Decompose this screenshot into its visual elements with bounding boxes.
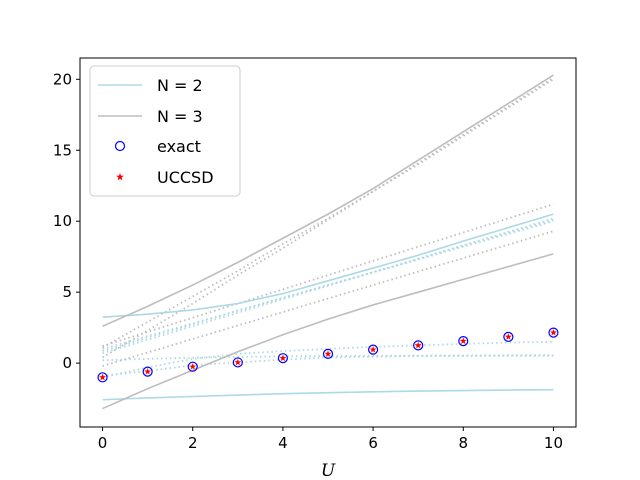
uccsd-point [369, 346, 377, 353]
dotted-series-line-5 [102, 354, 554, 377]
x-tick-label: 2 [188, 434, 198, 452]
solid-series-line-3 [102, 253, 554, 410]
exact-point [97, 372, 108, 383]
legend-box [89, 65, 241, 197]
dotted-series-line-2 [102, 217, 554, 355]
uccsd-point [234, 358, 242, 366]
dotted-series-line-4 [102, 354, 554, 362]
solid-series-line-0 [102, 213, 554, 318]
uccsd-point [550, 329, 557, 336]
exact-point [322, 348, 334, 360]
uccsd-point [504, 333, 512, 340]
uccsd-point [189, 363, 197, 370]
exact-point [232, 357, 243, 368]
uccsd-point [99, 373, 106, 381]
y-axis: 0 5 10 15 20 [53, 70, 80, 372]
y-tick-label: 20 [53, 70, 72, 88]
x-tick-label: 0 [98, 434, 108, 452]
x-tick-label: 6 [368, 434, 378, 452]
uccsd-point [459, 337, 467, 345]
solid-series-line-2 [102, 74, 554, 327]
legend-exact-marker [114, 140, 126, 152]
dotted-series-line-7 [102, 230, 554, 367]
x-tick-label: 4 [278, 434, 288, 452]
exact-point [142, 366, 153, 377]
dotted-series-line-8 [102, 78, 554, 349]
uccsd-point [144, 368, 152, 375]
x-tick-label: 10 [544, 434, 563, 452]
x-tick-label: 8 [458, 434, 468, 452]
dotted-series-line-3 [102, 340, 554, 379]
dotted-series-line-9 [102, 77, 554, 359]
marker-layer [97, 327, 559, 383]
series-layer [102, 74, 554, 410]
legend-uccsd-label: UCCSD [157, 168, 214, 187]
exact-point [187, 361, 198, 372]
uccsd-point [324, 350, 332, 357]
uccsd-point [279, 354, 287, 362]
x-axis-label: U [321, 461, 336, 480]
exact-point [503, 331, 514, 342]
y-tick-label: 5 [62, 283, 72, 301]
legend-n2-label: N = 2 [157, 76, 203, 95]
x-axis: 0 2 4 6 8 10 [98, 427, 563, 452]
uccsd-point [414, 341, 422, 349]
exact-point [548, 327, 559, 338]
legend-n3-label: N = 3 [157, 107, 203, 126]
legend-exact-label: exact [157, 137, 201, 156]
legend-uccsd-marker [116, 173, 124, 181]
exact-point [413, 340, 424, 351]
exact-point [458, 336, 469, 347]
exact-point [367, 344, 379, 355]
y-tick-label: 15 [53, 141, 72, 159]
y-tick-label: 10 [53, 212, 72, 230]
legend: N = 2 N = 3 exact UCCSD [89, 65, 241, 197]
exact-point [277, 353, 289, 364]
plot-frame [79, 57, 577, 428]
solid-series-line-1 [102, 388, 554, 401]
y-tick-label: 0 [62, 354, 72, 372]
